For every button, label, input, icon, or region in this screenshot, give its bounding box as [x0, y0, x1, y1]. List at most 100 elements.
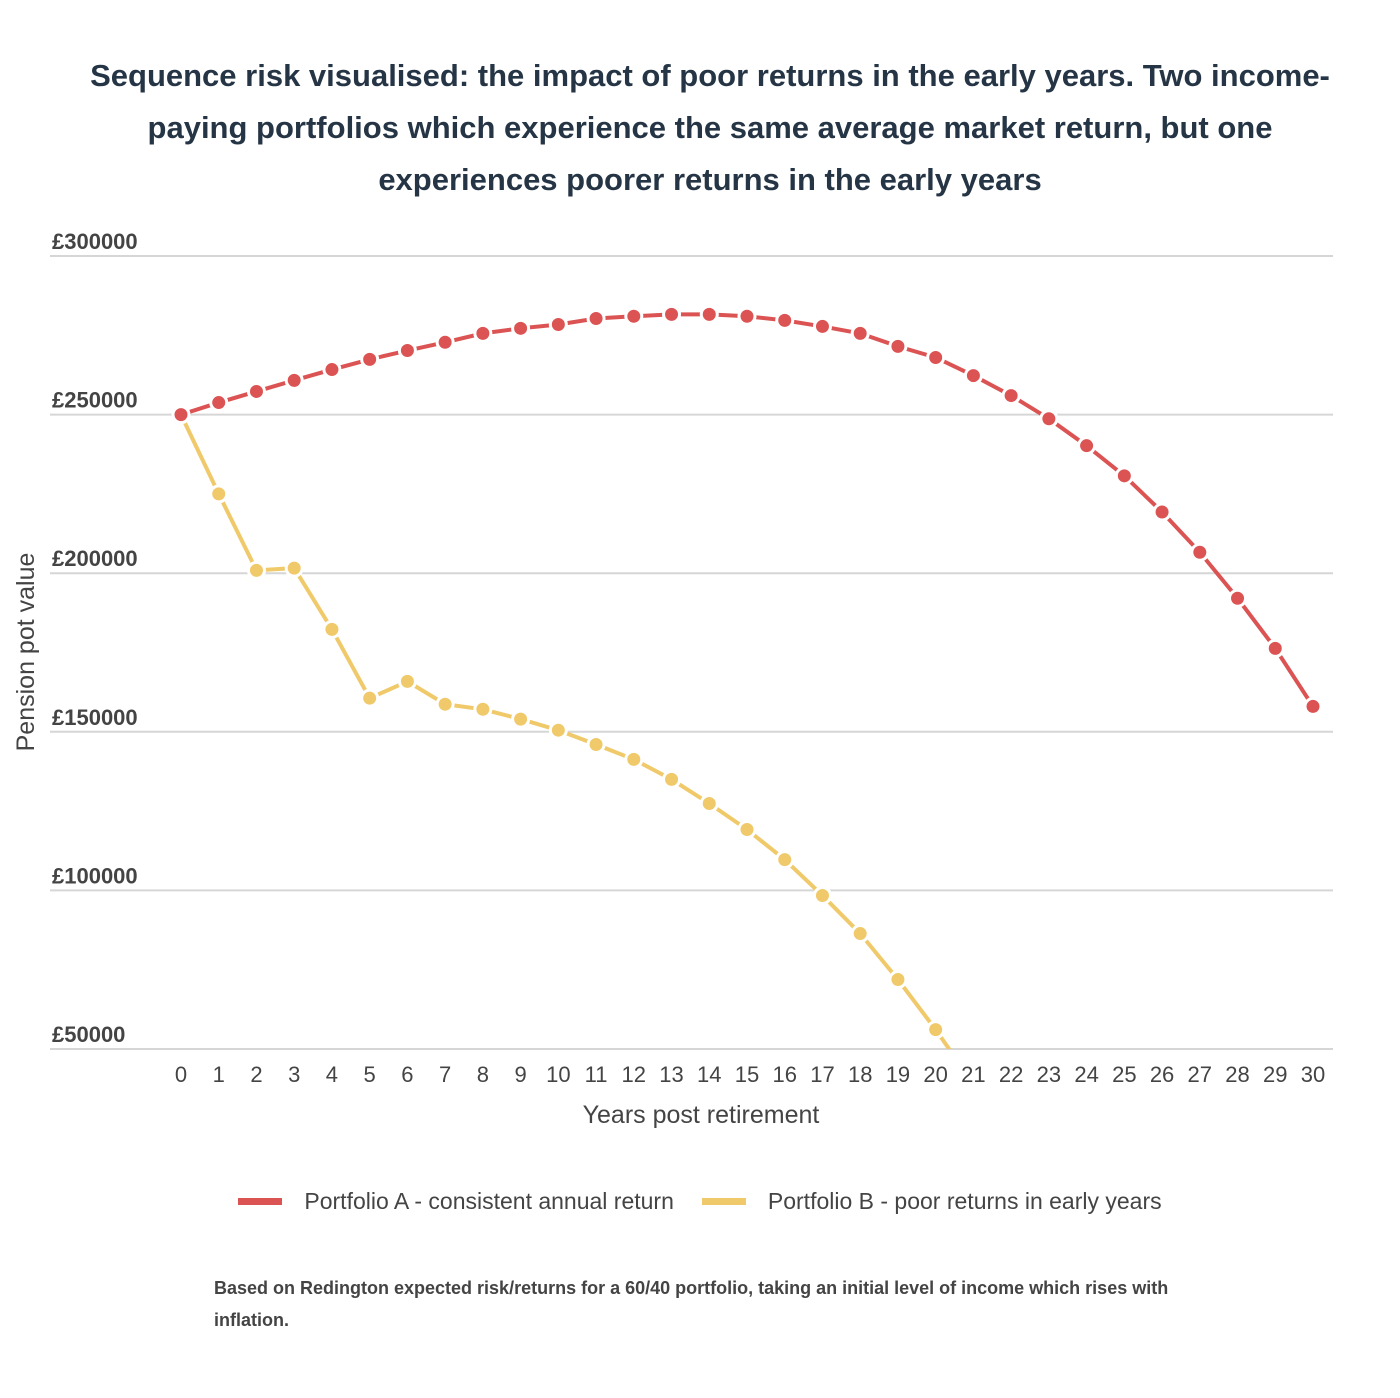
y-tick-label: £100000 — [52, 863, 138, 888]
y-tick-label: £300000 — [52, 229, 138, 254]
x-tick-label: 26 — [1150, 1062, 1174, 1087]
data-point[interactable] — [473, 323, 493, 343]
data-point[interactable] — [1114, 466, 1134, 486]
data-point[interactable] — [1265, 638, 1285, 658]
chart-title: Sequence risk visualised: the impact of … — [90, 58, 1330, 197]
data-point[interactable] — [1152, 502, 1172, 522]
x-tick-label: 3 — [288, 1062, 300, 1087]
data-point[interactable] — [284, 558, 304, 578]
data-point[interactable] — [360, 688, 380, 708]
data-point[interactable] — [246, 560, 266, 580]
data-point[interactable] — [397, 671, 417, 691]
x-tick-label: 22 — [999, 1062, 1023, 1087]
x-tick-label: 4 — [326, 1062, 338, 1087]
data-point[interactable] — [548, 720, 568, 740]
data-point[interactable] — [1077, 436, 1097, 456]
data-point[interactable] — [850, 924, 870, 944]
data-point[interactable] — [360, 349, 380, 369]
data-point[interactable] — [1001, 386, 1021, 406]
data-point[interactable] — [397, 341, 417, 361]
data-point[interactable] — [473, 699, 493, 719]
x-tick-label: 9 — [514, 1062, 526, 1087]
data-point[interactable] — [1039, 409, 1059, 429]
data-point[interactable] — [926, 1020, 946, 1040]
data-point[interactable] — [926, 348, 946, 368]
data-point[interactable] — [662, 304, 682, 324]
data-point[interactable] — [737, 819, 757, 839]
data-point[interactable] — [775, 310, 795, 330]
x-tick-label: 17 — [810, 1062, 834, 1087]
data-point[interactable] — [209, 484, 229, 504]
data-point[interactable] — [624, 306, 644, 326]
x-tick-label: 23 — [1037, 1062, 1061, 1087]
x-tick-label: 18 — [848, 1062, 872, 1087]
x-tick-label: 27 — [1188, 1062, 1212, 1087]
data-point[interactable] — [662, 769, 682, 789]
data-point[interactable] — [850, 323, 870, 343]
x-tick-label: 19 — [886, 1062, 910, 1087]
x-tick-label: 8 — [477, 1062, 489, 1087]
data-point[interactable] — [435, 694, 455, 714]
legend-label: Portfolio B - poor returns in early year… — [767, 1188, 1162, 1214]
x-tick-label: 1 — [213, 1062, 225, 1087]
x-tick-label: 14 — [697, 1062, 721, 1087]
data-point[interactable] — [171, 405, 191, 425]
data-point[interactable] — [963, 366, 983, 386]
x-tick-label: 28 — [1225, 1062, 1249, 1087]
x-tick-label: 13 — [659, 1062, 683, 1087]
data-point[interactable] — [586, 308, 606, 328]
data-point[interactable] — [1228, 588, 1248, 608]
x-tick-label: 15 — [735, 1062, 759, 1087]
y-tick-label: £50000 — [52, 1022, 125, 1047]
x-tick-label: 6 — [401, 1062, 413, 1087]
x-tick-label: 12 — [622, 1062, 646, 1087]
x-tick-label: 5 — [364, 1062, 376, 1087]
data-point[interactable] — [699, 304, 719, 324]
data-point[interactable] — [322, 619, 342, 639]
x-tick-label: 10 — [546, 1062, 570, 1087]
y-tick-label: £150000 — [52, 705, 138, 730]
data-point[interactable] — [737, 306, 757, 326]
legend: Portfolio A - consistent annual return P… — [0, 1188, 1400, 1215]
legend-item-portfolio-b[interactable]: Portfolio B - poor returns in early year… — [701, 1188, 1162, 1215]
series-portfolio-a — [171, 304, 1323, 716]
data-point[interactable] — [812, 885, 832, 905]
x-tick-label: 30 — [1301, 1062, 1325, 1087]
data-point[interactable] — [1190, 542, 1210, 562]
data-point[interactable] — [699, 793, 719, 813]
y-tick-label: £250000 — [52, 388, 138, 413]
data-point[interactable] — [548, 315, 568, 335]
series-line — [180, 312, 1315, 708]
data-point[interactable] — [775, 850, 795, 870]
data-point[interactable] — [511, 318, 531, 338]
data-point[interactable] — [888, 970, 908, 990]
legend-swatch-yellow — [701, 1198, 746, 1205]
series-portfolio-b — [171, 405, 952, 1049]
data-point[interactable] — [435, 332, 455, 352]
x-tick-label: 20 — [923, 1062, 947, 1087]
x-tick-label: 7 — [439, 1062, 451, 1087]
y-tick-label: £200000 — [52, 546, 138, 571]
legend-item-portfolio-a[interactable]: Portfolio A - consistent annual return — [238, 1188, 674, 1215]
footnote: Based on Redington expected risk/returns… — [214, 1278, 1169, 1330]
x-tick-label: 2 — [250, 1062, 262, 1087]
x-tick-label: 21 — [961, 1062, 985, 1087]
x-tick-label: 29 — [1263, 1062, 1287, 1087]
y-axis-label: Pension pot value — [12, 553, 40, 752]
data-point[interactable] — [246, 381, 266, 401]
x-tick-label: 0 — [175, 1062, 187, 1087]
data-point[interactable] — [1303, 696, 1323, 716]
x-axis-label: Years post retirement — [583, 1101, 820, 1129]
x-tick-label: 25 — [1112, 1062, 1136, 1087]
legend-swatch-red — [238, 1198, 283, 1205]
data-point[interactable] — [284, 370, 304, 390]
data-point[interactable] — [812, 316, 832, 336]
data-point[interactable] — [888, 336, 908, 356]
data-point[interactable] — [511, 709, 531, 729]
data-point[interactable] — [322, 360, 342, 380]
x-tick-label: 24 — [1074, 1062, 1098, 1087]
data-point[interactable] — [586, 734, 606, 754]
data-point[interactable] — [209, 393, 229, 413]
data-point[interactable] — [624, 749, 644, 769]
